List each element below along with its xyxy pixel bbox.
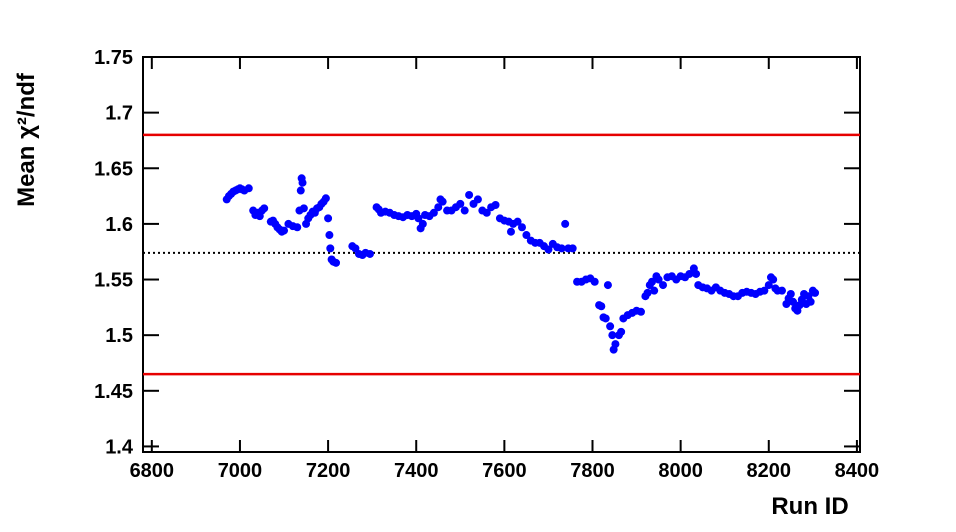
data-point	[522, 231, 531, 240]
x-tick-label: 6800	[130, 460, 175, 482]
data-point	[324, 214, 333, 223]
y-tick-label: 1.65	[94, 158, 133, 180]
data-point	[418, 219, 427, 228]
data-point	[806, 297, 815, 306]
data-point	[491, 200, 500, 209]
x-tick-label: 7800	[570, 460, 615, 482]
data-point	[260, 204, 269, 213]
data-point	[636, 307, 645, 316]
data-point	[606, 322, 615, 331]
data-point	[460, 206, 469, 215]
data-point	[438, 197, 447, 206]
data-point	[647, 277, 656, 286]
data-point	[685, 269, 694, 278]
plot-frame	[142, 56, 861, 453]
data-point	[764, 281, 773, 290]
data-point	[506, 227, 515, 236]
data-point	[429, 208, 438, 217]
data-point	[659, 281, 668, 290]
data-point	[296, 186, 305, 195]
x-tick-label: 8400	[835, 460, 880, 482]
data-point	[365, 249, 374, 258]
data-point	[786, 290, 795, 298]
data-point	[544, 245, 553, 254]
data-point	[332, 258, 341, 267]
data-point	[298, 178, 307, 187]
data-point	[617, 327, 626, 336]
data-point	[777, 286, 786, 295]
data-point	[299, 204, 308, 213]
data-point	[561, 219, 570, 228]
data-point	[280, 226, 289, 235]
x-tick-label: 8200	[747, 460, 792, 482]
data-point	[811, 288, 820, 297]
data-point	[414, 214, 423, 223]
data-point	[568, 244, 577, 253]
y-tick-label: 1.55	[94, 270, 133, 292]
data-point	[789, 297, 798, 306]
y-tick-label: 1.6	[105, 214, 133, 236]
data-point	[517, 223, 526, 232]
data-point	[473, 195, 482, 204]
data-point	[603, 281, 612, 290]
data-point	[692, 269, 701, 278]
y-tick-label: 1.4	[105, 436, 134, 458]
data-point	[244, 184, 253, 193]
data-point	[434, 203, 443, 212]
data-point	[456, 199, 465, 208]
x-axis-label: Run ID	[771, 493, 848, 520]
x-tick-label: 7200	[306, 460, 351, 482]
data-point	[465, 190, 474, 199]
x-tick-label: 7400	[394, 460, 439, 482]
data-point	[654, 275, 663, 284]
y-axis-label: Mean χ²/ndf	[13, 72, 40, 207]
x-tick-label: 7600	[482, 460, 527, 482]
data-point	[325, 231, 334, 240]
data-point	[326, 244, 335, 253]
data-point	[293, 223, 302, 232]
data-point	[590, 277, 599, 286]
data-point	[769, 275, 778, 284]
data-point	[611, 340, 620, 349]
y-tick-label: 1.7	[105, 103, 133, 125]
x-tick-label: 7000	[218, 460, 263, 482]
data-point	[321, 194, 330, 203]
x-tick-label: 8000	[658, 460, 703, 482]
data-point	[557, 244, 566, 253]
data-point	[643, 288, 652, 297]
y-tick-label: 1.75	[94, 47, 133, 69]
data-point	[513, 217, 522, 226]
data-point	[597, 302, 606, 311]
data-point	[760, 286, 769, 295]
y-tick-label: 1.5	[105, 325, 133, 347]
data-point	[608, 331, 617, 340]
data-point	[650, 286, 659, 295]
y-tick-label: 1.45	[94, 381, 133, 403]
data-point	[482, 208, 491, 217]
data-point	[601, 314, 610, 323]
